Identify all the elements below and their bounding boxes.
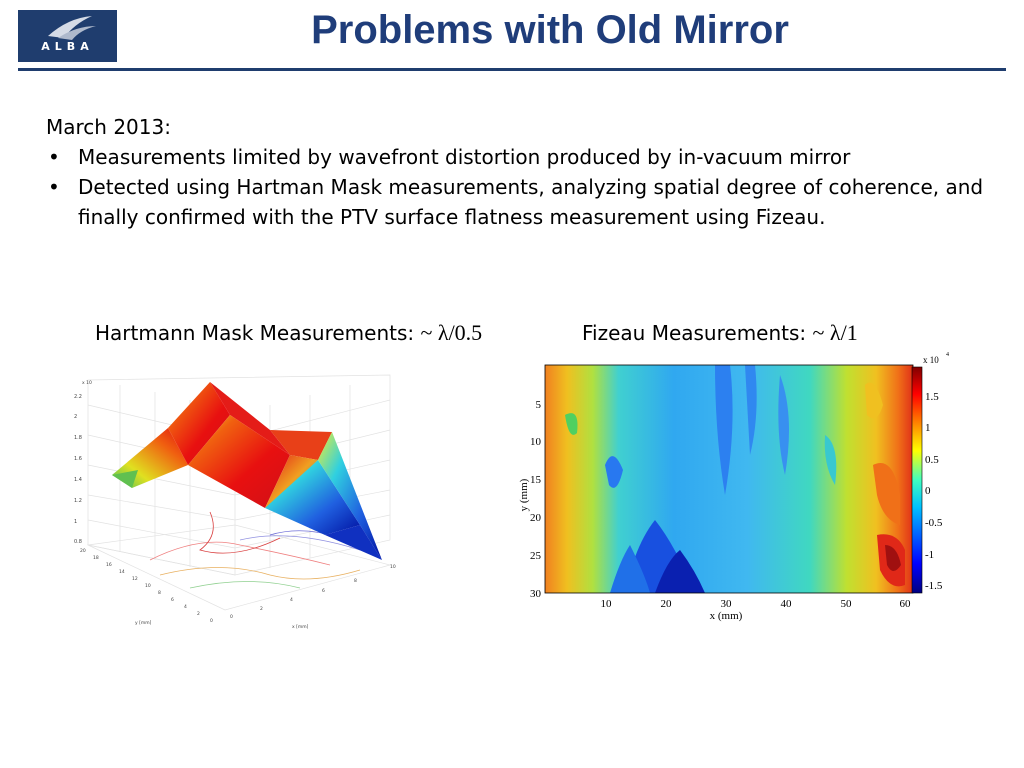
logo-text: ALBA [41,40,94,53]
y-tick: 18 [93,555,99,561]
intro-block: March 2013: Measurements limited by wave… [46,112,986,232]
fizeau-map-features [565,365,905,593]
page-title: Problems with Old Mirror [311,8,789,52]
colorbar-tick: -1.5 [925,580,943,592]
x-tick: 20 [661,598,673,610]
y-tick: 20 [80,548,86,554]
y-tick: 10 [530,436,542,448]
y-tick: 14 [119,569,125,575]
intro-date: March 2013: [46,115,171,139]
y-tick: 12 [132,576,138,582]
y-tick: 4 [184,604,187,610]
x-tick: 60 [900,598,912,610]
colorbar-tick: 1.5 [925,391,939,403]
hartmann-surface-plot: x 10 2.2 2 1.8 1.6 1.4 1.2 1 0.8 20 18 1… [74,374,396,630]
title-divider [18,68,1006,71]
colorbar-scale-label: x 10 [923,355,939,365]
surface-facet [270,430,332,460]
fizeau-x-label: x (mm) [710,610,743,622]
y-tick: 25 [530,550,542,562]
x-tick: 40 [781,598,793,610]
y-tick: 30 [530,588,542,600]
fizeau-formula: ~ λ/1 [812,320,858,345]
colorbar-tick: -0.5 [925,517,943,529]
x-axis-ticks: 0 2 4 6 8 10 x [mm] [230,564,396,630]
z-tick: 1.2 [74,498,82,504]
x-tick: 0 [230,614,233,620]
x-tick: 2 [260,606,263,612]
x-tick: 50 [841,598,853,610]
z-tick: 1.4 [74,477,82,483]
surface-facet [318,432,382,560]
x-axis-label: x [mm] [292,624,309,630]
y-tick: 6 [171,597,174,603]
bullet-item: Detected using Hartman Mask measurements… [46,172,986,232]
alba-logo: ALBA [18,10,117,62]
y-tick: 5 [536,399,542,411]
alba-logo-mark-icon [48,16,96,40]
fizeau-caption-text: Fizeau Measurements: [582,321,813,345]
y-tick: 20 [530,512,542,524]
hartmann-caption-text: Hartmann Mask Measurements: [95,321,421,345]
surface-facet [325,525,382,560]
z-tick: 1.6 [74,456,82,462]
bullet-list: Measurements limited by wavefront distor… [46,142,986,232]
colorbar [911,366,923,594]
colorbar-ticks: 1.5 1 0.5 0 -0.5 -1 -1.5 [925,391,943,592]
z-scale-label: x 10 [82,380,92,386]
colorbar-tick: 0.5 [925,454,939,466]
hartmann-caption: Hartmann Mask Measurements: ~ λ/0.5 [95,320,482,346]
z-axis-ticks: x 10 2.2 2 1.8 1.6 1.4 1.2 1 0.8 [74,380,92,545]
colorbar-scale-exponent: 4 [946,352,949,358]
bullet-item: Measurements limited by wavefront distor… [46,142,986,172]
x-tick: 6 [322,588,325,594]
hartmann-formula: ~ λ/0.5 [420,320,483,345]
x-tick: 8 [354,578,357,584]
z-tick: 0.8 [74,539,82,545]
colorbar-tick: 0 [925,485,931,497]
y-tick: 16 [106,562,112,568]
x-tick: 10 [390,564,396,570]
surface-facet [210,382,290,455]
x-tick: 10 [601,598,613,610]
z-tick: 2 [74,414,77,420]
surface-facet [188,415,290,508]
y-tick: 8 [158,590,161,596]
z-tick: 1 [74,519,77,525]
x-tick: 30 [721,598,733,610]
z-tick: 2.2 [74,394,82,400]
surface-facet [265,455,318,508]
fizeau-map-plot: 5 10 15 20 25 30 y (mm) 10 20 30 40 50 6… [518,352,949,622]
colorbar-tick: 1 [925,422,931,434]
floor-contours [149,511,381,589]
fizeau-y-label: y (mm) [518,478,530,511]
y-tick: 15 [530,474,542,486]
fizeau-y-ticks: 5 10 15 20 25 30 [530,399,542,600]
z-tick: 1.8 [74,435,82,441]
y-axis-label: y [mm] [135,620,152,626]
y-tick: 0 [210,618,213,624]
x-tick: 4 [290,597,293,603]
y-tick: 2 [197,611,200,617]
surface-facet [168,382,230,465]
y-axis-ticks: 20 18 16 14 12 10 8 6 4 2 0 y [mm] [80,548,213,626]
colorbar-tick: -1 [925,549,934,561]
surface-facet [265,460,360,535]
fizeau-caption: Fizeau Measurements: ~ λ/1 [582,320,858,346]
fizeau-x-ticks: 10 20 30 40 50 60 [601,598,912,610]
y-tick: 10 [145,583,151,589]
surface-facet [112,470,138,488]
